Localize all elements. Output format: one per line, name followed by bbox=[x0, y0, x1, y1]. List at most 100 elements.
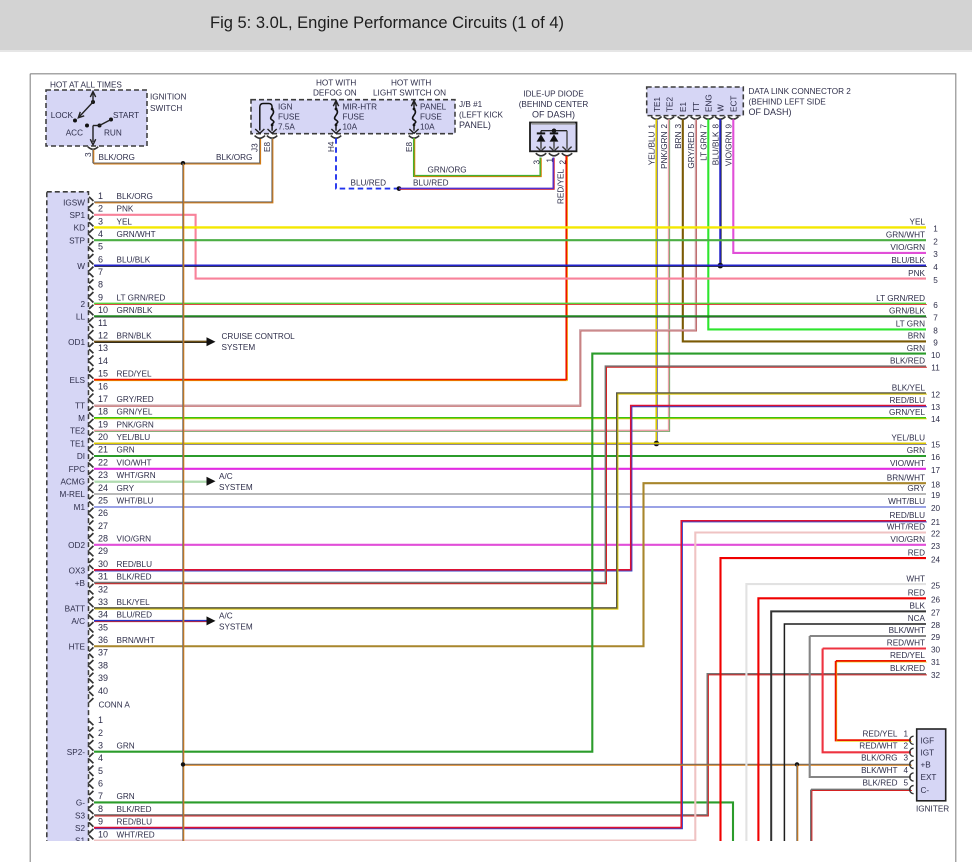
svg-text:27: 27 bbox=[931, 609, 941, 618]
svg-text:BRN/WHT: BRN/WHT bbox=[117, 636, 155, 645]
svg-text:8: 8 bbox=[933, 327, 938, 336]
svg-text:1: 1 bbox=[98, 191, 103, 201]
svg-text:YEL/BLU: YEL/BLU bbox=[891, 434, 925, 443]
svg-text:MIR-HTR: MIR-HTR bbox=[343, 103, 378, 112]
svg-text:M1: M1 bbox=[74, 503, 86, 512]
svg-text:22: 22 bbox=[931, 530, 941, 539]
svg-text:GRY: GRY bbox=[907, 484, 925, 493]
svg-text:31: 31 bbox=[931, 658, 941, 667]
svg-text:DEFOG ON: DEFOG ON bbox=[313, 89, 357, 98]
svg-text:TE1: TE1 bbox=[653, 97, 662, 112]
svg-text:2: 2 bbox=[98, 204, 103, 214]
svg-text:WHT/GRN: WHT/GRN bbox=[117, 471, 156, 480]
svg-text:23: 23 bbox=[931, 542, 941, 551]
svg-text:+B: +B bbox=[75, 579, 86, 588]
svg-text:29: 29 bbox=[931, 633, 941, 642]
svg-text:1: 1 bbox=[98, 715, 103, 725]
svg-text:39: 39 bbox=[98, 673, 108, 683]
svg-text:18: 18 bbox=[98, 407, 108, 417]
svg-text:(BEHIND LEFT SIDE: (BEHIND LEFT SIDE bbox=[749, 98, 827, 107]
svg-text:SP1: SP1 bbox=[70, 211, 86, 220]
svg-text:37: 37 bbox=[98, 648, 108, 658]
svg-text:4: 4 bbox=[98, 753, 103, 763]
svg-text:32: 32 bbox=[931, 671, 941, 680]
svg-text:RED/YEL: RED/YEL bbox=[890, 651, 925, 660]
svg-text:25: 25 bbox=[931, 581, 941, 590]
svg-text:35: 35 bbox=[98, 622, 108, 632]
svg-text:33: 33 bbox=[98, 597, 108, 607]
svg-text:G-: G- bbox=[76, 799, 85, 808]
svg-text:E8: E8 bbox=[263, 142, 272, 152]
svg-text:E8: E8 bbox=[405, 142, 414, 152]
svg-text:BRN: BRN bbox=[674, 131, 683, 148]
svg-text:VIO/WHT: VIO/WHT bbox=[117, 458, 152, 467]
svg-text:CONN A: CONN A bbox=[99, 701, 131, 710]
svg-text:ELS: ELS bbox=[70, 376, 86, 385]
svg-text:BLK/RED: BLK/RED bbox=[862, 779, 897, 788]
svg-text:YEL: YEL bbox=[910, 218, 926, 227]
svg-text:24: 24 bbox=[98, 483, 108, 493]
svg-text:IGN: IGN bbox=[278, 103, 293, 112]
svg-text:26: 26 bbox=[98, 508, 108, 518]
svg-text:M: M bbox=[78, 414, 85, 423]
svg-text:IGNITER: IGNITER bbox=[916, 805, 949, 814]
svg-text:GRN: GRN bbox=[117, 792, 135, 801]
svg-text:OF DASH): OF DASH) bbox=[532, 110, 575, 120]
svg-text:2: 2 bbox=[904, 741, 909, 750]
svg-text:A/C: A/C bbox=[219, 612, 233, 621]
svg-text:8: 8 bbox=[712, 124, 721, 129]
svg-text:32: 32 bbox=[98, 584, 108, 594]
svg-text:2: 2 bbox=[80, 300, 85, 309]
svg-text:E1: E1 bbox=[679, 102, 688, 112]
svg-text:5: 5 bbox=[98, 242, 103, 252]
svg-text:START: START bbox=[113, 111, 139, 120]
svg-text:GRN/BLK: GRN/BLK bbox=[889, 307, 925, 316]
svg-text:GRN/WHT: GRN/WHT bbox=[117, 230, 156, 239]
svg-text:IGT: IGT bbox=[921, 749, 935, 758]
svg-text:LT GRN: LT GRN bbox=[896, 320, 925, 329]
svg-text:HTE: HTE bbox=[69, 642, 86, 651]
svg-text:5: 5 bbox=[98, 766, 103, 776]
svg-text:9: 9 bbox=[933, 339, 938, 348]
svg-text:BLU/RED: BLU/RED bbox=[413, 179, 449, 188]
svg-text:WHT: WHT bbox=[906, 574, 925, 583]
svg-text:RED: RED bbox=[908, 548, 925, 557]
svg-text:6: 6 bbox=[98, 779, 103, 789]
svg-text:A/C: A/C bbox=[71, 617, 85, 626]
svg-text:HOT AT ALL TIMES: HOT AT ALL TIMES bbox=[50, 81, 122, 90]
svg-text:19: 19 bbox=[98, 419, 108, 429]
svg-text:12: 12 bbox=[931, 390, 941, 399]
svg-text:31: 31 bbox=[98, 572, 108, 582]
svg-text:IGNITION: IGNITION bbox=[150, 93, 186, 102]
svg-text:10A: 10A bbox=[420, 122, 435, 131]
svg-text:16: 16 bbox=[98, 381, 108, 391]
svg-text:40: 40 bbox=[98, 686, 108, 696]
svg-text:15: 15 bbox=[931, 441, 941, 450]
svg-text:BLK/RED: BLK/RED bbox=[117, 573, 152, 582]
svg-text:9: 9 bbox=[725, 124, 734, 129]
svg-text:OX3: OX3 bbox=[69, 566, 86, 575]
svg-text:3: 3 bbox=[98, 216, 103, 226]
svg-text:(LEFT KICK: (LEFT KICK bbox=[459, 111, 504, 120]
svg-text:1: 1 bbox=[933, 225, 938, 234]
svg-text:S3: S3 bbox=[75, 811, 85, 820]
svg-text:GRY/RED: GRY/RED bbox=[687, 131, 696, 168]
svg-text:LOCK: LOCK bbox=[51, 111, 74, 120]
svg-text:(BEHIND CENTER: (BEHIND CENTER bbox=[519, 100, 589, 109]
svg-text:SWITCH: SWITCH bbox=[150, 104, 182, 113]
svg-text:BLK/ORG: BLK/ORG bbox=[216, 153, 252, 162]
svg-text:BLU/BLK: BLU/BLK bbox=[891, 256, 925, 265]
svg-text:RED/BLU: RED/BLU bbox=[890, 511, 926, 520]
svg-text:RED: RED bbox=[908, 589, 925, 598]
svg-text:25: 25 bbox=[98, 495, 108, 505]
svg-text:FUSE: FUSE bbox=[343, 113, 365, 122]
svg-text:OD1: OD1 bbox=[68, 338, 85, 347]
svg-text:M-REL: M-REL bbox=[60, 490, 86, 499]
svg-text:GRN: GRN bbox=[117, 741, 135, 750]
svg-text:YEL: YEL bbox=[117, 217, 133, 226]
svg-text:2: 2 bbox=[558, 160, 567, 165]
svg-text:HOT WITH: HOT WITH bbox=[391, 79, 431, 88]
svg-text:6: 6 bbox=[98, 254, 103, 264]
svg-text:18: 18 bbox=[931, 480, 941, 489]
svg-text:10: 10 bbox=[98, 829, 108, 839]
